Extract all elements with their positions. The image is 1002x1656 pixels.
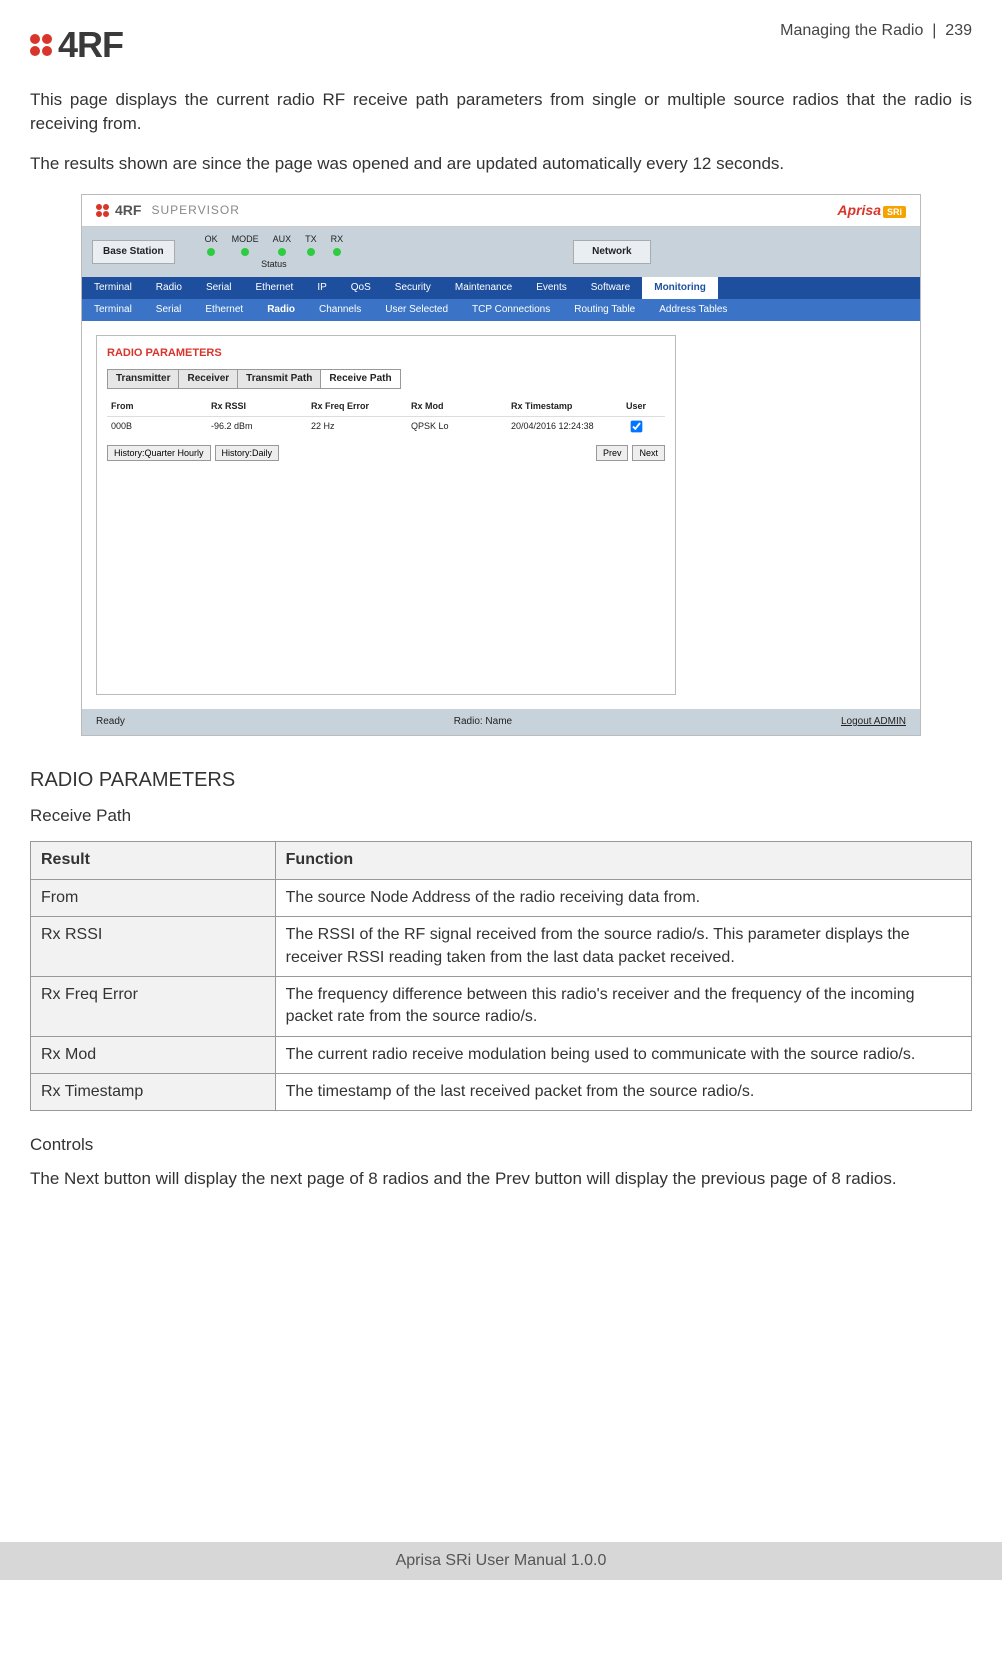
header-sep: | (932, 22, 936, 39)
nav1-security[interactable]: Security (383, 277, 443, 299)
section-radio-parameters: RADIO PARAMETERS (30, 766, 972, 794)
supervisor-screenshot: 4RF SUPERVISOR AprisaSRi Base Station OK… (81, 194, 921, 736)
nav1-events[interactable]: Events (524, 277, 579, 299)
logo-dots-icon (30, 34, 52, 56)
nav2-address[interactable]: Address Tables (647, 299, 739, 321)
intro-p1: This page displays the current radio RF … (30, 88, 972, 136)
status-label: Status (205, 258, 344, 271)
nav1-ethernet[interactable]: Ethernet (244, 277, 306, 299)
history-quarter-button[interactable]: History:Quarter Hourly (107, 445, 211, 461)
radio-name: Radio: Name (454, 715, 512, 729)
nav1-software[interactable]: Software (579, 277, 642, 299)
page-footer: Aprisa SRi User Manual 1.0.0 (0, 1542, 1002, 1580)
data-header-row: From Rx RSSI Rx Freq Error Rx Mod Rx Tim… (107, 397, 665, 417)
logo-text: 4RF (58, 20, 123, 70)
nav2-user-selected[interactable]: User Selected (373, 299, 460, 321)
radio-parameters-panel: RADIO PARAMETERS Transmitter Receiver Tr… (96, 335, 676, 695)
nav2-routing[interactable]: Routing Table (562, 299, 647, 321)
user-checkbox[interactable] (630, 420, 642, 432)
nav1-terminal[interactable]: Terminal (82, 277, 144, 299)
status-ready: Ready (96, 715, 125, 729)
data-row: 000B -96.2 dBm 22 Hz QPSK Lo 20/04/2016 … (107, 417, 665, 440)
sv-logo: 4RF SUPERVISOR (96, 201, 240, 221)
aprisa-logo: AprisaSRi (837, 201, 906, 221)
tab-receiver[interactable]: Receiver (178, 369, 238, 389)
network-tab[interactable]: Network (573, 240, 650, 264)
controls-text: The Next button will display the next pa… (30, 1167, 972, 1191)
sub-nav: Terminal Serial Ethernet Radio Channels … (82, 299, 920, 321)
nav2-serial[interactable]: Serial (144, 299, 194, 321)
table-row: Rx Mod The current radio receive modulat… (31, 1036, 972, 1073)
nav1-ip[interactable]: IP (305, 277, 338, 299)
main-nav: Terminal Radio Serial Ethernet IP QoS Se… (82, 277, 920, 299)
th-result: Result (31, 842, 276, 879)
table-row: Rx RSSI The RSSI of the RF signal receiv… (31, 917, 972, 977)
header-breadcrumb: Managing the Radio | 239 (780, 20, 972, 42)
logout-link[interactable]: Logout ADMIN (841, 715, 906, 729)
inner-tabs: Transmitter Receiver Transmit Path Recei… (107, 369, 665, 389)
tab-transmit-path[interactable]: Transmit Path (237, 369, 321, 389)
header-page-num: 239 (945, 22, 972, 39)
nav1-serial[interactable]: Serial (194, 277, 244, 299)
nav1-maintenance[interactable]: Maintenance (443, 277, 524, 299)
nav2-radio[interactable]: Radio (255, 299, 307, 321)
sv-logo-text: 4RF (115, 201, 141, 221)
th-function: Function (275, 842, 971, 879)
prev-button[interactable]: Prev (596, 445, 629, 461)
sv-supervisor-label: SUPERVISOR (151, 202, 239, 219)
tab-receive-path[interactable]: Receive Path (320, 369, 400, 389)
table-row: From The source Node Address of the radi… (31, 879, 972, 916)
table-row: Rx Freq Error The frequency difference b… (31, 976, 972, 1036)
next-button[interactable]: Next (632, 445, 665, 461)
history-daily-button[interactable]: History:Daily (215, 445, 280, 461)
nav2-channels[interactable]: Channels (307, 299, 373, 321)
page-header: 4RF Managing the Radio | 239 (30, 20, 972, 70)
panel-title: RADIO PARAMETERS (107, 346, 665, 361)
status-leds: OK MODE AUX TX RX (205, 233, 344, 256)
nav2-tcp[interactable]: TCP Connections (460, 299, 562, 321)
logo-4rf: 4RF (30, 20, 123, 70)
table-row: Rx Timestamp The timestamp of the last r… (31, 1074, 972, 1111)
nav2-ethernet[interactable]: Ethernet (193, 299, 255, 321)
results-table: Result Function From The source Node Add… (30, 841, 972, 1111)
intro-p2: The results shown are since the page was… (30, 152, 972, 176)
nav1-radio[interactable]: Radio (144, 277, 194, 299)
nav1-monitoring[interactable]: Monitoring (642, 277, 718, 299)
tab-transmitter[interactable]: Transmitter (107, 369, 179, 389)
section-receive-path: Receive Path (30, 804, 972, 828)
base-station-tab[interactable]: Base Station (92, 240, 175, 264)
nav1-qos[interactable]: QoS (339, 277, 383, 299)
nav2-terminal[interactable]: Terminal (82, 299, 144, 321)
header-section: Managing the Radio (780, 22, 923, 39)
sv-footer: Ready Radio: Name Logout ADMIN (82, 709, 920, 735)
controls-heading: Controls (30, 1133, 972, 1157)
